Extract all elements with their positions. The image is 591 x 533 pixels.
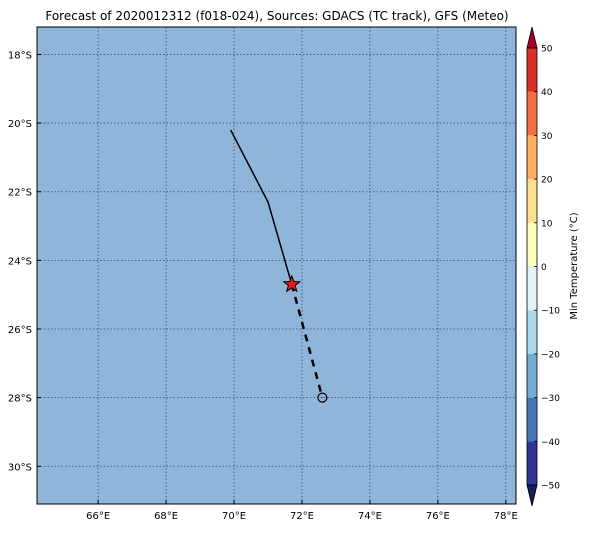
tc-track-layer [229, 129, 328, 403]
colorbar-bin [527, 91, 537, 136]
colorbar-bin [527, 222, 537, 267]
colorbar-under-arrow [526, 484, 538, 507]
colorbar-tick-label: 0 [541, 263, 547, 273]
map-panel: 66°E 68°E 70°E 72°E 74°E 76°E 78°E 18°S 20°S 22°… [8, 26, 518, 522]
colorbar-tick-label: −50 [541, 482, 560, 492]
colorbar-tick-label: 40 [541, 88, 553, 98]
colorbar-tick-label: −30 [541, 394, 560, 404]
observed-track-line [229, 129, 293, 285]
colorbar-tick-label: −20 [541, 350, 560, 360]
forecast-track-line [290, 284, 324, 398]
colorbar-bin [527, 397, 537, 442]
lat-tick-label: 22°S [8, 188, 32, 199]
colorbar-tick-label: −40 [541, 438, 560, 448]
ocean-background [37, 27, 516, 504]
lon-tick-label: 74°E [358, 511, 382, 522]
lat-tick-label: 26°S [8, 325, 32, 336]
colorbar-tick-label: 10 [541, 219, 553, 229]
lon-tick-label: 78°E [494, 511, 518, 522]
lat-tick-label: 28°S [8, 394, 32, 405]
colorbar-bin [527, 135, 537, 180]
lon-tick-label: 76°E [426, 511, 450, 522]
colorbar-tick-label: 30 [541, 132, 553, 142]
map-frame [36, 26, 517, 505]
lat-tick-label: 20°S [8, 119, 32, 130]
latitude-tick-labels: 18°S 20°S 22°S 24°S 26°S 28°S 30°S [8, 50, 32, 473]
colorbar-over-arrow [526, 26, 538, 49]
colorbar-tick-label: 20 [541, 176, 553, 186]
colorbar-tick-label: −10 [541, 307, 560, 317]
lon-tick-label: 72°E [290, 511, 314, 522]
colorbar-tick-label: 50 [541, 45, 553, 55]
colorbar-bin [527, 353, 537, 398]
lat-tick-label: 30°S [8, 462, 32, 473]
current-position-star-marker [282, 274, 302, 293]
colorbar-label: Min Temperature (°C) [569, 212, 580, 319]
graticule [37, 27, 516, 504]
lon-tick-label: 70°E [222, 511, 246, 522]
lat-tick-label: 24°S [8, 256, 32, 267]
lat-tick-label: 18°S [8, 50, 32, 61]
forecast-position-marker [317, 392, 328, 403]
lon-tick-label: 66°E [86, 511, 110, 522]
colorbar-bin [527, 310, 537, 354]
colorbar-bin [527, 48, 537, 92]
colorbar-bin [527, 179, 537, 223]
lon-tick-label: 68°E [154, 511, 178, 522]
colorbar-bin [527, 441, 537, 485]
colorbar: −50 −40 −30 −20 −10 0 10 20 30 40 50 [526, 26, 560, 507]
longitude-tick-labels: 66°E 68°E 70°E 72°E 74°E 76°E 78°E [86, 511, 518, 522]
colorbar-bin [527, 266, 537, 311]
map-title: Forecast of 2020012312 (f018-024), Sourc… [45, 9, 508, 23]
